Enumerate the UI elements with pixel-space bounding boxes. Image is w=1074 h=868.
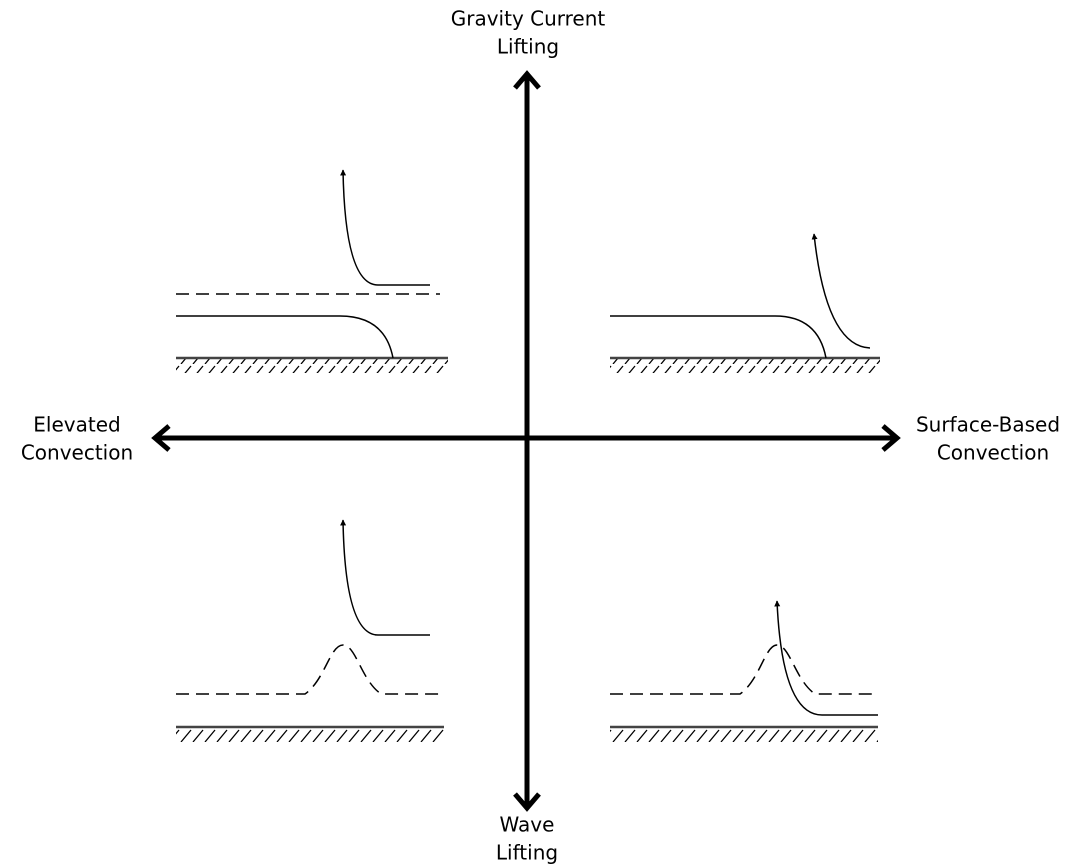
axes [151, 70, 901, 812]
label-left: Elevated [33, 413, 120, 437]
parcel-path [340, 169, 430, 286]
label-right: Surface-Based [916, 413, 1060, 437]
arrowhead-up [513, 70, 541, 90]
gravity-current [176, 315, 394, 359]
parcel-path [774, 600, 878, 716]
label-bottom: Lifting [496, 841, 558, 865]
wave [610, 644, 878, 695]
parcel-path [340, 519, 430, 636]
label-left: Convection [21, 441, 133, 465]
label-top: Gravity Current [451, 7, 606, 31]
arrowhead-down [513, 792, 541, 812]
ground-hatch [176, 359, 448, 373]
ground-hatch [610, 728, 878, 742]
quadrant-top-left [176, 169, 448, 373]
parcel-path [811, 233, 871, 349]
ground-hatch [610, 359, 880, 373]
gravity-current [610, 315, 827, 359]
quadrant-bottom-right [610, 600, 878, 742]
ground-hatch [176, 728, 444, 742]
label-bottom: Wave [500, 813, 555, 837]
wave [176, 644, 445, 695]
label-right: Convection [937, 441, 1049, 465]
arrowhead-right [881, 424, 901, 452]
label-top: Lifting [497, 35, 559, 59]
quadrant-bottom-left [176, 519, 445, 742]
quadrant-top-right [610, 233, 880, 373]
arrowhead-left [151, 424, 171, 452]
